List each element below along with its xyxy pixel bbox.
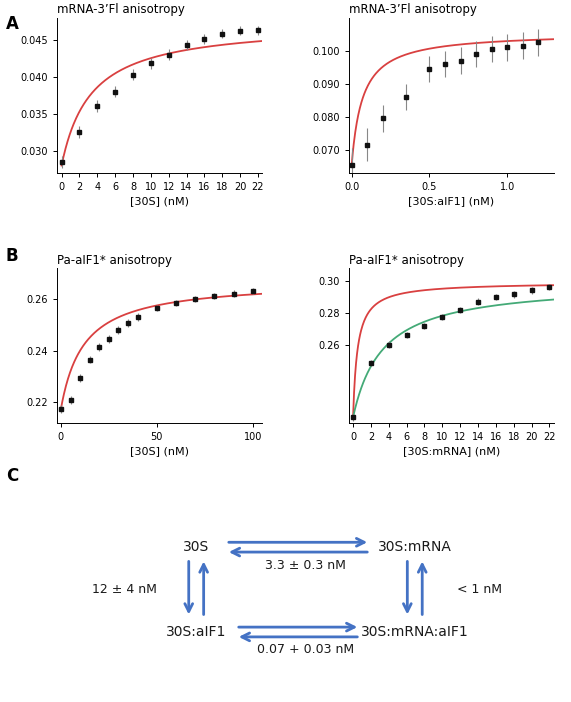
X-axis label: [30S] (nM): [30S] (nM) <box>130 446 189 456</box>
Text: mRNA-3’Fl anisotropy: mRNA-3’Fl anisotropy <box>348 4 476 16</box>
Text: 30S:mRNA:aIF1: 30S:mRNA:aIF1 <box>361 625 469 639</box>
Text: 3.3 ± 0.3 nM: 3.3 ± 0.3 nM <box>265 559 346 571</box>
X-axis label: [30S:aIF1] (nM): [30S:aIF1] (nM) <box>408 196 494 206</box>
X-axis label: [30S] (nM): [30S] (nM) <box>130 196 189 206</box>
Text: Pa-aIF1* anisotropy: Pa-aIF1* anisotropy <box>348 253 464 267</box>
Text: 30S:mRNA: 30S:mRNA <box>378 540 452 554</box>
Text: < 1 nM: < 1 nM <box>457 583 502 596</box>
X-axis label: [30S:mRNA] (nM): [30S:mRNA] (nM) <box>403 446 500 456</box>
Text: 30S:aIF1: 30S:aIF1 <box>166 625 226 639</box>
Text: mRNA-3’Fl anisotropy: mRNA-3’Fl anisotropy <box>57 4 185 16</box>
Text: 12 ± 4 nM: 12 ± 4 nM <box>92 583 156 596</box>
Text: C: C <box>6 467 18 485</box>
Text: B: B <box>6 247 18 265</box>
Text: 30S: 30S <box>183 540 210 554</box>
Text: A: A <box>6 15 19 34</box>
Text: Pa-aIF1* anisotropy: Pa-aIF1* anisotropy <box>57 253 172 267</box>
Text: 0.07 + 0.03 nM: 0.07 + 0.03 nM <box>257 644 354 656</box>
